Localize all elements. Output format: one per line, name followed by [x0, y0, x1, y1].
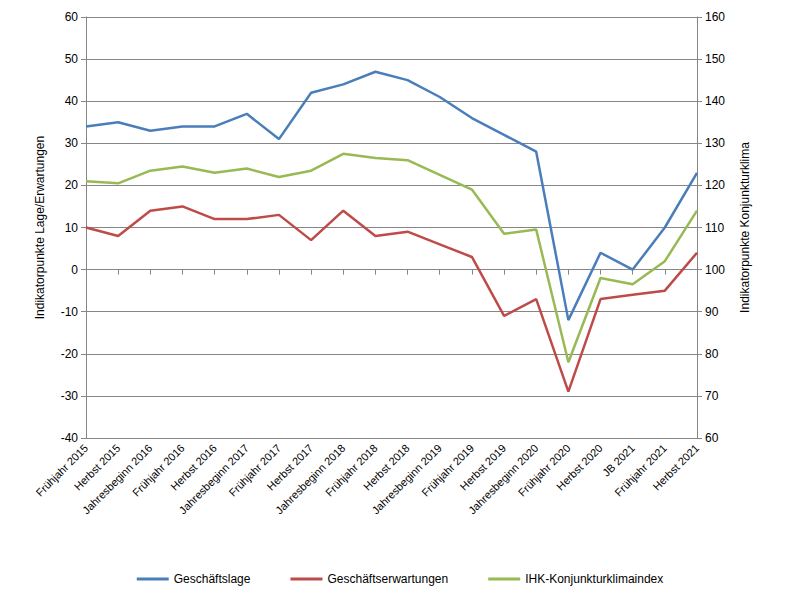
svg-text:110: 110	[705, 221, 724, 235]
svg-text:90: 90	[705, 305, 719, 319]
svg-text:50: 50	[65, 52, 79, 66]
svg-text:Frühjahr 2020: Frühjahr 2020	[515, 441, 573, 499]
svg-text:120: 120	[705, 178, 725, 192]
svg-text:Herbst 2015: Herbst 2015	[71, 441, 123, 493]
svg-text:Indikatorpunkte Konjunkturklim: Indikatorpunkte Konjunkturklima	[738, 142, 752, 313]
svg-text:-20: -20	[61, 347, 79, 361]
svg-text:20: 20	[65, 178, 79, 192]
svg-text:0: 0	[71, 263, 78, 277]
svg-text:Geschäftserwartungen: Geschäftserwartungen	[327, 572, 448, 586]
svg-text:-30: -30	[61, 389, 79, 403]
svg-text:Frühjahr 2015: Frühjahr 2015	[33, 441, 91, 499]
svg-text:100: 100	[705, 263, 725, 277]
svg-text:150: 150	[705, 52, 725, 66]
svg-text:70: 70	[705, 389, 719, 403]
svg-text:IHK-Konjunkturklimaindex: IHK-Konjunkturklimaindex	[525, 572, 663, 586]
svg-text:Jahresbeginn 2019: Jahresbeginn 2019	[369, 441, 444, 517]
svg-text:40: 40	[65, 94, 79, 108]
svg-text:Jahresbeginn 2017: Jahresbeginn 2017	[176, 441, 251, 517]
svg-text:-40: -40	[61, 431, 79, 445]
svg-text:140: 140	[705, 94, 725, 108]
svg-text:Jahresbeginn 2018: Jahresbeginn 2018	[272, 441, 348, 517]
svg-text:Herbst 2020: Herbst 2020	[554, 442, 605, 493]
svg-text:Herbst 2019: Herbst 2019	[457, 441, 509, 493]
svg-text:Herbst 2016: Herbst 2016	[168, 441, 219, 493]
svg-text:Jahresbeginn 2020: Jahresbeginn 2020	[465, 441, 541, 517]
svg-text:Frühjahr 2017: Frühjahr 2017	[226, 441, 284, 499]
svg-text:30: 30	[65, 136, 79, 150]
svg-text:Herbst 2018: Herbst 2018	[361, 441, 412, 493]
svg-text:JB 2021: JB 2021	[599, 441, 637, 479]
svg-text:Herbst 2021: Herbst 2021	[650, 442, 701, 493]
svg-text:130: 130	[705, 136, 725, 150]
svg-text:Indikatorpunkte Lage/Erwartung: Indikatorpunkte Lage/Erwartungen	[33, 136, 47, 319]
svg-text:60: 60	[705, 431, 719, 445]
svg-text:-10: -10	[61, 305, 79, 319]
svg-text:Jahresbeginn 2016: Jahresbeginn 2016	[80, 441, 155, 517]
svg-text:10: 10	[65, 221, 79, 235]
svg-text:Herbst 2017: Herbst 2017	[264, 441, 316, 493]
svg-text:160: 160	[705, 10, 725, 24]
svg-text:Frühjahr 2021: Frühjahr 2021	[612, 441, 670, 499]
svg-text:Geschäftslage: Geschäftslage	[174, 572, 251, 586]
svg-text:Frühjahr 2018: Frühjahr 2018	[322, 441, 380, 499]
svg-text:Frühjahr 2019: Frühjahr 2019	[419, 441, 477, 499]
svg-text:Frühjahr 2016: Frühjahr 2016	[129, 441, 187, 499]
svg-text:80: 80	[705, 347, 719, 361]
svg-text:60: 60	[65, 10, 79, 24]
